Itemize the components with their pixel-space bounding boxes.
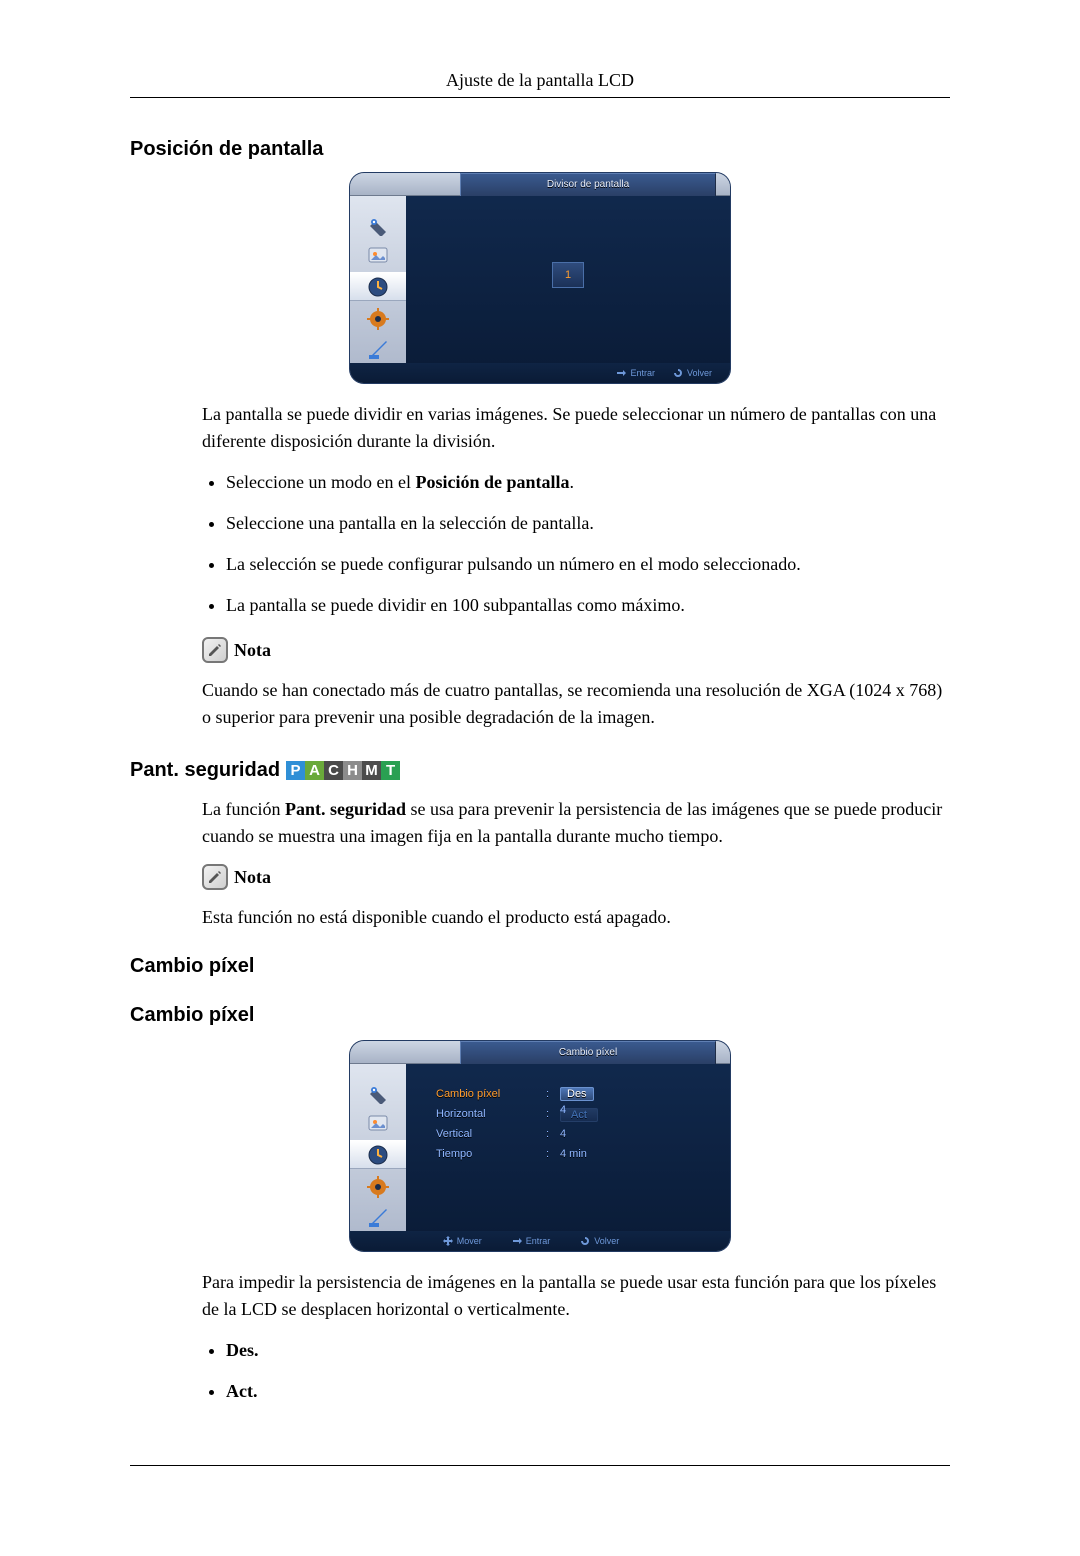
nota-text-1: Cuando se han conectado más de cuatro pa… — [202, 677, 950, 731]
osd-r1-selected: Des — [560, 1087, 594, 1101]
osd-r3-val: 4 — [560, 1128, 566, 1140]
bullet-act: Act. — [226, 1378, 950, 1405]
footer-back: Volver — [687, 368, 712, 378]
nota-row-2: Nota — [202, 864, 950, 890]
mode-badge-c: C — [324, 761, 343, 780]
osd-row-tiempo: Tiempo : 4 min — [436, 1144, 598, 1164]
gear-orange-icon — [366, 1175, 390, 1199]
osd-r4-val: 4 min — [560, 1148, 587, 1160]
section2-intro: La función Pant. seguridad se usa para p… — [202, 796, 950, 850]
section-title-cambio-a: Cambio píxel — [130, 955, 950, 978]
return-icon — [580, 1236, 590, 1246]
bullet-act-text: Act. — [226, 1381, 257, 1401]
mode-badge-m: M — [362, 761, 381, 780]
bullet-2: Seleccione una pantalla en la selección … — [226, 510, 950, 537]
nota-label-2: Nota — [234, 867, 271, 888]
osd-footer-2: Mover Entrar Volver — [350, 1231, 730, 1251]
bullet-4: La pantalla se puede dividir en 100 subp… — [226, 592, 950, 619]
return-icon — [673, 368, 683, 378]
bullet-des: Des. — [226, 1337, 950, 1364]
section3-intro: Para impedir la persistencia de imágenes… — [202, 1269, 950, 1323]
osd-menu: Divisor de pantalla — [350, 173, 730, 383]
osd-left-icons-2 — [350, 1064, 406, 1231]
rule-top — [130, 97, 950, 98]
ruler-icon — [366, 1206, 390, 1230]
mode-badges: P A C H M T — [286, 761, 400, 780]
note-pencil-icon — [202, 864, 228, 890]
mode-badge-t: T — [381, 761, 400, 780]
osd-r2-label: Horizontal — [436, 1108, 546, 1120]
mode-badge-h: H — [343, 761, 362, 780]
osd-row-cambio: Cambio píxel : Des — [436, 1084, 598, 1104]
section-title-posicion: Posición de pantalla — [130, 138, 950, 161]
page-header: Ajuste de la pantalla LCD — [130, 70, 950, 91]
bullet-3: La selección se puede configurar pulsand… — [226, 551, 950, 578]
mode-badge-p: P — [286, 761, 305, 780]
section3-bullets: Des. Act. — [202, 1337, 950, 1405]
osd-r1-label: Cambio píxel — [436, 1088, 546, 1100]
osd-main-area-2: Cambio píxel : Des Horizontal : Act — [406, 1064, 730, 1231]
osd-titlebar-2: Cambio píxel — [350, 1041, 730, 1064]
osd-screenshot-1: Divisor de pantalla — [130, 173, 950, 383]
gear-tool-icon — [366, 212, 390, 236]
osd-tab-title: Divisor de pantalla — [460, 173, 716, 196]
nota-label-1: Nota — [234, 640, 271, 661]
osd-menu-2: Cambio píxel — [350, 1041, 730, 1251]
s2-pre: La función — [202, 799, 285, 819]
section1-intro: La pantalla se puede dividir en varias i… — [202, 401, 950, 455]
footer-move: Mover — [457, 1236, 482, 1246]
bullet-des-text: Des. — [226, 1340, 259, 1360]
s2-bold: Pant. seguridad — [285, 799, 406, 819]
footer-enter-2: Entrar — [526, 1236, 551, 1246]
osd-row-vertical: Vertical : 4 — [436, 1124, 598, 1144]
footer-enter: Entrar — [630, 368, 655, 378]
osd-footer: Entrar Volver — [350, 363, 730, 383]
footer-back-2: Volver — [594, 1236, 619, 1246]
osd-r3-label: Vertical — [436, 1128, 546, 1140]
note-pencil-icon — [202, 637, 228, 663]
nota-row-1: Nota — [202, 637, 950, 663]
mode-badge-a: A — [305, 761, 324, 780]
section-title-seguridad: Pant. seguridad — [130, 759, 280, 782]
osd-main-area: 1 — [406, 196, 730, 363]
clock-icon — [366, 1143, 390, 1167]
enter-icon — [512, 1236, 522, 1246]
gear-tool-icon — [366, 1080, 390, 1104]
section1-bullets: Seleccione un modo en el Posición de pan… — [202, 469, 950, 619]
bullet-1-post: . — [569, 472, 574, 492]
osd-center-value: 1 — [552, 262, 584, 288]
osd-screenshot-2: Cambio píxel — [130, 1041, 950, 1251]
osd-titlebar: Divisor de pantalla — [350, 173, 730, 196]
page: Ajuste de la pantalla LCD Posición de pa… — [0, 0, 1080, 1556]
gear-orange-icon — [366, 307, 390, 331]
nota-text-2: Esta función no está disponible cuando e… — [202, 904, 950, 931]
bullet-1-pre: Seleccione un modo en el — [226, 472, 415, 492]
osd-row-horizontal: Horizontal : Act — [436, 1104, 598, 1124]
rule-bottom — [130, 1465, 950, 1466]
clock-icon — [366, 275, 390, 299]
move-icon — [443, 1236, 453, 1246]
section-title-cambio-b: Cambio píxel — [130, 1004, 950, 1027]
osd-r2-val: 4 — [560, 1104, 566, 1116]
ruler-icon — [366, 338, 390, 362]
picture-icon — [366, 1111, 390, 1135]
osd-left-icons — [350, 196, 406, 363]
bullet-1: Seleccione un modo en el Posición de pan… — [226, 469, 950, 496]
osd-r4-label: Tiempo — [436, 1148, 546, 1160]
osd-tab-title-2: Cambio píxel — [460, 1041, 716, 1064]
picture-icon — [366, 243, 390, 267]
bullet-1-bold: Posición de pantalla — [415, 472, 569, 492]
enter-icon — [616, 368, 626, 378]
